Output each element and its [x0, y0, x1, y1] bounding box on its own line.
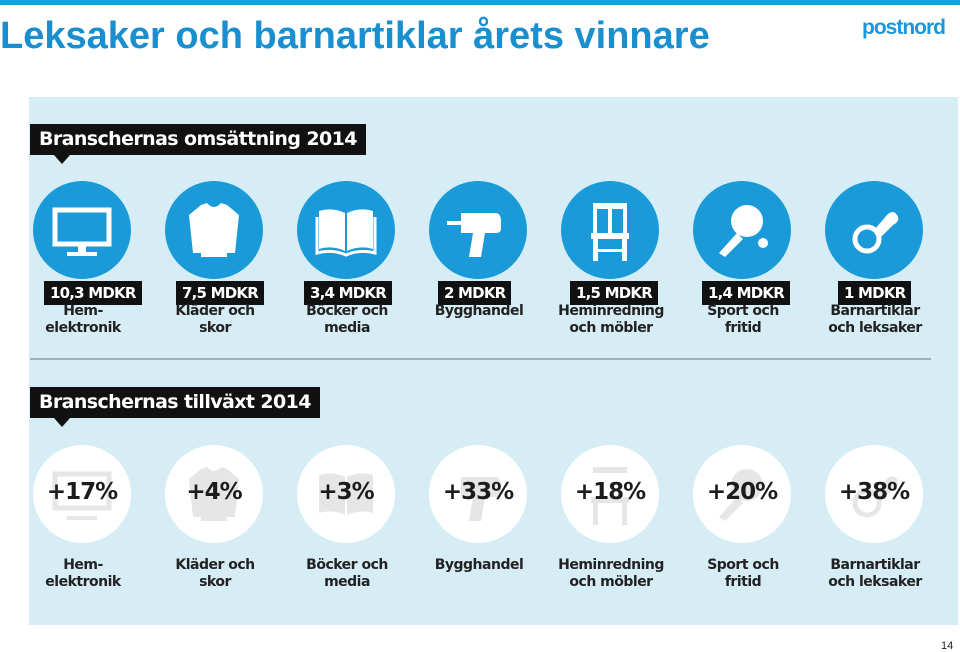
- growth-value: +18%: [574, 479, 646, 505]
- revenue-badge: 7,5 MDKR: [176, 281, 264, 305]
- revenue-badge: 1,4 MDKR: [702, 281, 790, 305]
- industry-label: Böcker och media: [306, 303, 388, 336]
- postnord-logo: postnord: [862, 16, 946, 39]
- section-divider: [30, 358, 931, 360]
- top-accent-bar: [0, 0, 960, 5]
- industry-label: Kläder och skor: [175, 303, 255, 336]
- industry-label: Sport och fritid: [707, 557, 779, 590]
- book-icon: +3%: [297, 445, 395, 543]
- growth-value: +33%: [442, 479, 514, 505]
- revenue-heading: Branschernas omsättning 2014: [30, 124, 366, 164]
- industry-label: Hem-elektronik: [45, 557, 121, 590]
- tv-icon: +17%: [33, 445, 131, 543]
- drill-icon: [429, 181, 527, 279]
- revenue-badge: 3,4 MDKR: [304, 281, 392, 305]
- sweater-icon: +4%: [165, 445, 263, 543]
- growth-value: +38%: [838, 479, 910, 505]
- revenue-badge: 1 MDKR: [838, 281, 912, 305]
- growth-value: +3%: [318, 479, 374, 505]
- revenue-badge: 1,5 MDKR: [570, 281, 658, 305]
- industry-label: Heminredning och möbler: [558, 557, 664, 590]
- industry-label: Bygghandel: [434, 303, 524, 319]
- industry-label: Barnartiklar och leksaker: [828, 303, 922, 336]
- slide-title: Leksaker och barnartiklar årets vinnare: [0, 15, 710, 57]
- industry-label: Böcker och media: [306, 557, 388, 590]
- growth-value: +17%: [46, 479, 118, 505]
- ping-pong-icon: +20%: [693, 445, 791, 543]
- growth-heading: Branschernas tillväxt 2014: [30, 387, 320, 427]
- industry-label: Hem-elektronik: [45, 303, 121, 336]
- pacifier-icon: [825, 181, 923, 279]
- industry-label: Heminredning och möbler: [558, 303, 664, 336]
- page-number: 14: [941, 640, 954, 652]
- infographic-panel: [29, 97, 958, 625]
- sweater-icon: [165, 181, 263, 279]
- chair-icon: [561, 181, 659, 279]
- ping-pong-icon: [693, 181, 791, 279]
- growth-value: +4%: [186, 479, 242, 505]
- pacifier-icon: +38%: [825, 445, 923, 543]
- revenue-badge: 2 MDKR: [438, 281, 512, 305]
- industry-label: Sport och fritid: [707, 303, 779, 336]
- industry-label: Kläder och skor: [175, 557, 255, 590]
- drill-icon: +33%: [429, 445, 527, 543]
- book-icon: [297, 181, 395, 279]
- industry-label: Barnartiklar och leksaker: [828, 557, 922, 590]
- growth-value: +20%: [706, 479, 778, 505]
- revenue-badge: 10,3 MDKR: [44, 281, 142, 305]
- tv-icon: [33, 181, 131, 279]
- industry-label: Bygghandel: [434, 557, 524, 573]
- chair-icon: +18%: [561, 445, 659, 543]
